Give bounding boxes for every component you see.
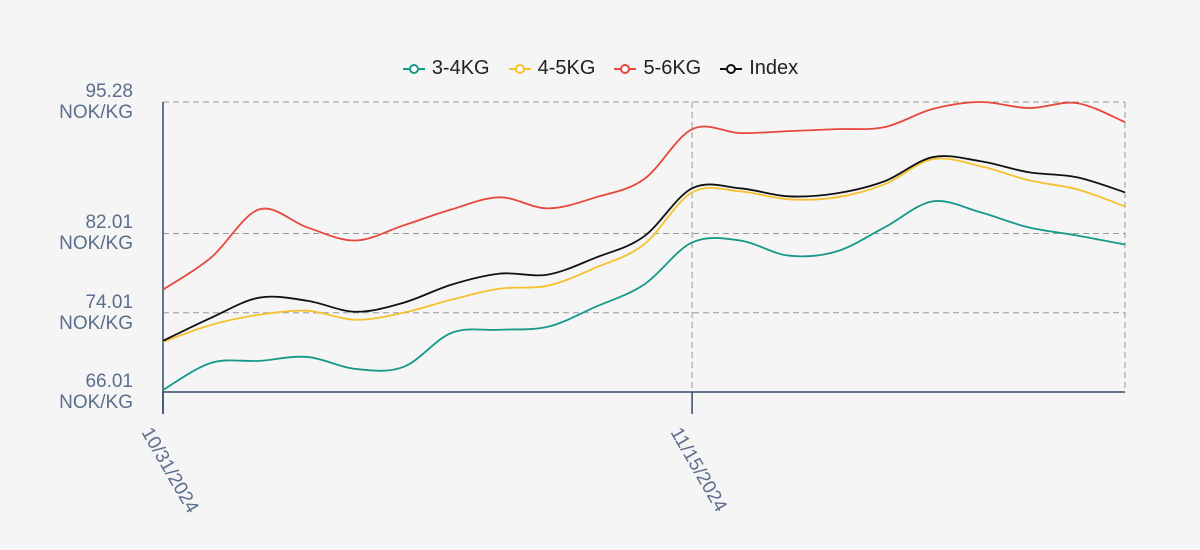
legend-label: 5-6KG <box>643 57 702 79</box>
legend-marker <box>726 63 737 74</box>
legend-label: 4-5KG <box>537 57 596 79</box>
y-tick-label: 95.28 NOK/KG <box>59 81 133 123</box>
legend-icon <box>720 63 743 74</box>
x-tick-label: 10/31/2024 <box>137 424 203 517</box>
legend-marker <box>408 63 419 74</box>
legend-label: Index <box>749 57 799 79</box>
legend-icon <box>614 63 637 74</box>
legend-item[interactable]: 4-5KG <box>508 57 596 80</box>
legend-icon <box>508 63 531 74</box>
y-tick-label: 66.01 NOK/KG <box>59 371 133 413</box>
series-line <box>162 155 1126 342</box>
legend-marker <box>620 63 631 74</box>
series-line <box>162 200 1126 391</box>
y-tick-label: 82.01 NOK/KG <box>59 212 133 255</box>
legend-marker <box>514 63 525 74</box>
legend-item[interactable]: 5-6KG <box>613 57 701 80</box>
legend-item[interactable]: 3-4KG <box>402 57 490 80</box>
legend-icon <box>402 63 425 74</box>
legend: 3-4KG 4-5KG 5-6KG Index <box>0 57 1200 80</box>
y-tick-label: 74.01 NOK/KG <box>59 291 133 334</box>
series-line <box>162 101 1126 291</box>
x-tick-label: 11/15/2024 <box>666 424 731 516</box>
legend-label: 3-4KG <box>431 57 490 79</box>
series-line <box>162 157 1126 343</box>
legend-item[interactable]: Index <box>719 57 798 80</box>
